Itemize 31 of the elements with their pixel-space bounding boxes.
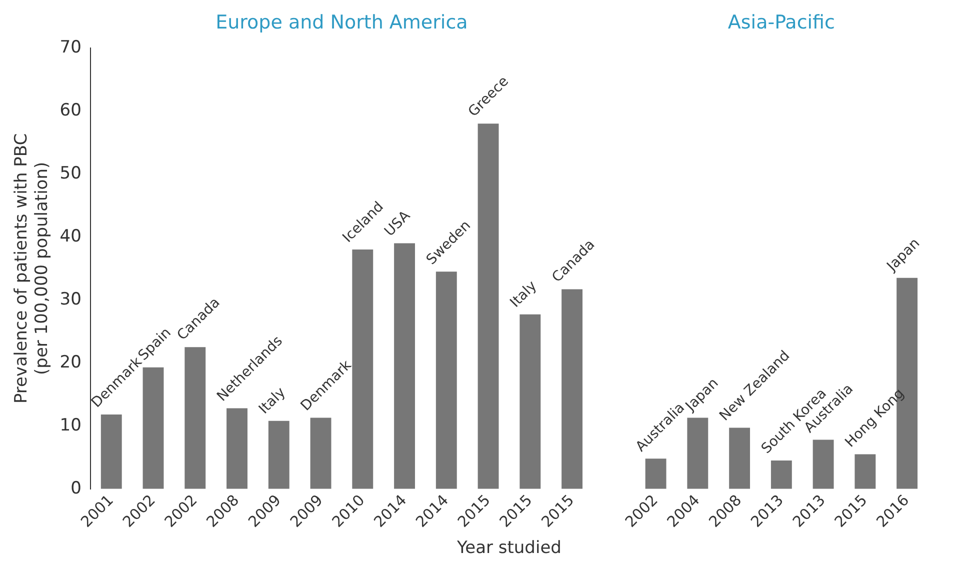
bar (812, 440, 834, 489)
y-tick-label: 70 (60, 37, 82, 58)
y-tick-label: 60 (60, 100, 82, 120)
bar (184, 347, 206, 489)
bar (394, 243, 415, 489)
bar (310, 418, 332, 489)
bar (520, 314, 541, 489)
y-tick-label: 40 (60, 226, 82, 246)
bar (770, 460, 792, 489)
data-label: USA (382, 208, 414, 240)
bar (478, 124, 499, 489)
bar (645, 458, 666, 489)
bar (226, 408, 248, 489)
bar (352, 250, 374, 489)
bar (687, 418, 708, 489)
bar (562, 289, 583, 489)
text: Asia-Pacific (728, 11, 835, 34)
text: Europe and North America (216, 11, 468, 34)
bar (436, 272, 457, 489)
y-tick-label: 10 (60, 415, 82, 436)
bar (100, 414, 122, 489)
y-tick-label: 30 (60, 289, 82, 310)
y-tick-label: 50 (60, 163, 82, 184)
y-axis-title: Prevalence of patients with PBC (per 100,000 population) (12, 133, 52, 404)
y-tick-label: 0 (70, 478, 82, 498)
bar (854, 454, 876, 489)
bar (142, 367, 164, 489)
x-axis-title: Year studied (456, 538, 562, 558)
bar (729, 428, 750, 489)
y-tick-label: 20 (60, 352, 82, 372)
bar (268, 420, 290, 489)
